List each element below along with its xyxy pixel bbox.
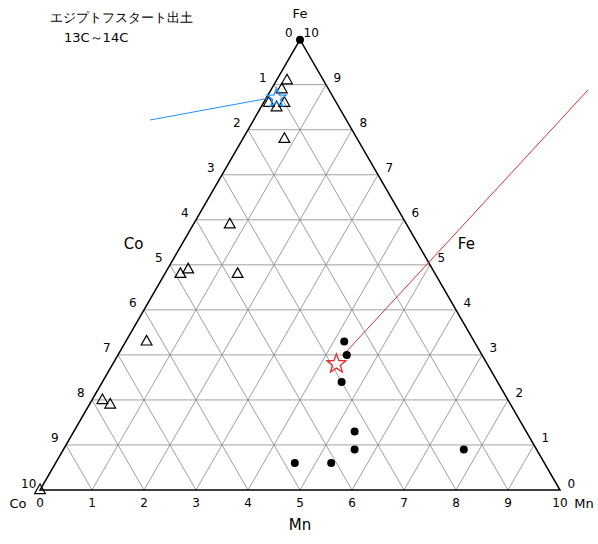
svg-text:9: 9 <box>504 496 512 510</box>
svg-text:5: 5 <box>296 496 304 510</box>
svg-text:3: 3 <box>207 161 215 175</box>
svg-text:Fe: Fe <box>458 235 475 253</box>
svg-text:Fe: Fe <box>293 6 308 21</box>
svg-text:6: 6 <box>129 296 137 310</box>
svg-text:5: 5 <box>437 251 445 265</box>
svg-text:9: 9 <box>51 431 59 445</box>
svg-text:0: 0 <box>567 477 575 491</box>
svg-text:4: 4 <box>244 496 252 510</box>
svg-text:2: 2 <box>515 386 523 400</box>
svg-text:7: 7 <box>400 496 408 510</box>
svg-text:6: 6 <box>411 206 419 220</box>
svg-text:8: 8 <box>77 386 85 400</box>
svg-text:7: 7 <box>385 161 393 175</box>
svg-text:13C～14C: 13C～14C <box>64 30 128 45</box>
svg-text:1: 1 <box>541 431 549 445</box>
svg-text:0: 0 <box>285 26 293 40</box>
svg-text:10: 10 <box>552 496 567 510</box>
svg-text:8: 8 <box>452 496 460 510</box>
svg-text:3: 3 <box>489 341 497 355</box>
svg-text:1: 1 <box>259 71 267 85</box>
svg-text:10: 10 <box>21 477 36 491</box>
svg-text:4: 4 <box>463 296 471 310</box>
svg-text:10: 10 <box>304 26 319 40</box>
svg-text:5: 5 <box>155 251 163 265</box>
svg-text:Co: Co <box>124 235 144 253</box>
svg-text:7: 7 <box>103 341 111 355</box>
svg-text:2: 2 <box>233 116 241 130</box>
svg-text:3: 3 <box>192 496 200 510</box>
svg-text:4: 4 <box>181 206 189 220</box>
svg-text:Co: Co <box>9 496 26 511</box>
svg-text:Mn: Mn <box>574 496 593 511</box>
svg-text:9: 9 <box>333 71 341 85</box>
svg-text:0: 0 <box>36 496 44 510</box>
svg-text:Mn: Mn <box>289 516 311 534</box>
svg-text:1: 1 <box>88 496 96 510</box>
svg-text:2: 2 <box>140 496 148 510</box>
svg-text:8: 8 <box>359 116 367 130</box>
svg-text:6: 6 <box>348 496 356 510</box>
svg-text:エジプトフスタート出土: エジプトフスタート出土 <box>50 10 193 25</box>
